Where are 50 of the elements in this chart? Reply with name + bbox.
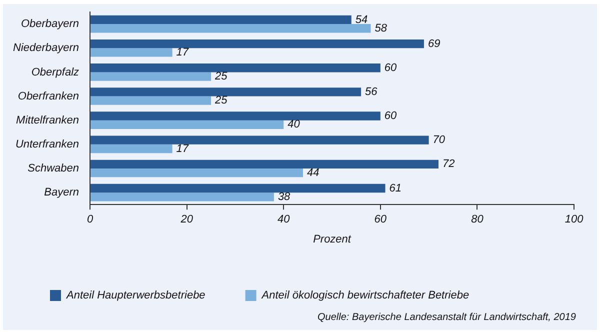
y-tick-label: Mittelfranken bbox=[16, 114, 80, 126]
x-tick-label: 0 bbox=[86, 213, 94, 226]
bar bbox=[90, 48, 172, 57]
bar bbox=[90, 96, 212, 105]
bar bbox=[90, 160, 438, 168]
data-label: 61 bbox=[389, 182, 402, 194]
x-tick-label: 20 bbox=[180, 213, 194, 226]
data-label: 25 bbox=[214, 70, 228, 83]
bar bbox=[90, 39, 424, 48]
y-tick-label: Bayern bbox=[44, 186, 80, 199]
bar bbox=[90, 64, 380, 72]
data-label: 17 bbox=[176, 46, 190, 59]
y-tick-label: Oberfranken bbox=[18, 90, 80, 102]
bar bbox=[90, 192, 274, 202]
x-tick-label: 60 bbox=[374, 213, 388, 226]
x-axis-title: Prozent bbox=[313, 233, 352, 246]
bar bbox=[90, 15, 352, 24]
y-tick-label: Oberbayern bbox=[20, 18, 80, 30]
data-label: 25 bbox=[214, 94, 228, 107]
bar bbox=[90, 88, 362, 96]
data-label: 69 bbox=[428, 38, 440, 50]
bar bbox=[90, 24, 371, 33]
bar bbox=[90, 144, 172, 154]
y-tick-label: Oberpfalz bbox=[31, 66, 80, 78]
data-label: 38 bbox=[278, 190, 292, 203]
data-label: 54 bbox=[355, 14, 368, 26]
bar bbox=[90, 120, 284, 130]
y-tick-label: Unterfranken bbox=[15, 138, 80, 150]
bar bbox=[90, 136, 429, 144]
data-label: 60 bbox=[384, 110, 398, 122]
data-label: 40 bbox=[288, 118, 301, 131]
data-label: 56 bbox=[365, 86, 378, 98]
data-label: 72 bbox=[442, 158, 455, 170]
bar bbox=[90, 168, 303, 178]
data-label: 58 bbox=[374, 22, 388, 34]
source-note: Quelle: Bayerische Landesanstalt für Landwirtschaft, 2019 bbox=[318, 312, 576, 323]
bar bbox=[90, 112, 380, 120]
bar bbox=[90, 184, 386, 193]
data-label: 60 bbox=[384, 62, 398, 74]
data-label: 17 bbox=[176, 142, 190, 155]
y-tick-label: Niederbayern bbox=[12, 42, 80, 54]
bar bbox=[90, 72, 212, 81]
legend-label: Anteil Haupterwerbsbetriebe bbox=[66, 290, 206, 302]
x-tick-label: 80 bbox=[471, 213, 484, 226]
x-tick-label: 100 bbox=[564, 213, 584, 226]
x-tick-label: 40 bbox=[278, 213, 291, 226]
y-tick-label: Schwaben bbox=[28, 162, 80, 175]
data-label: 70 bbox=[432, 134, 446, 146]
data-label: 44 bbox=[306, 166, 320, 179]
legend-label: Anteil ökologisch bewirtschafteter Betriebe bbox=[260, 290, 470, 302]
